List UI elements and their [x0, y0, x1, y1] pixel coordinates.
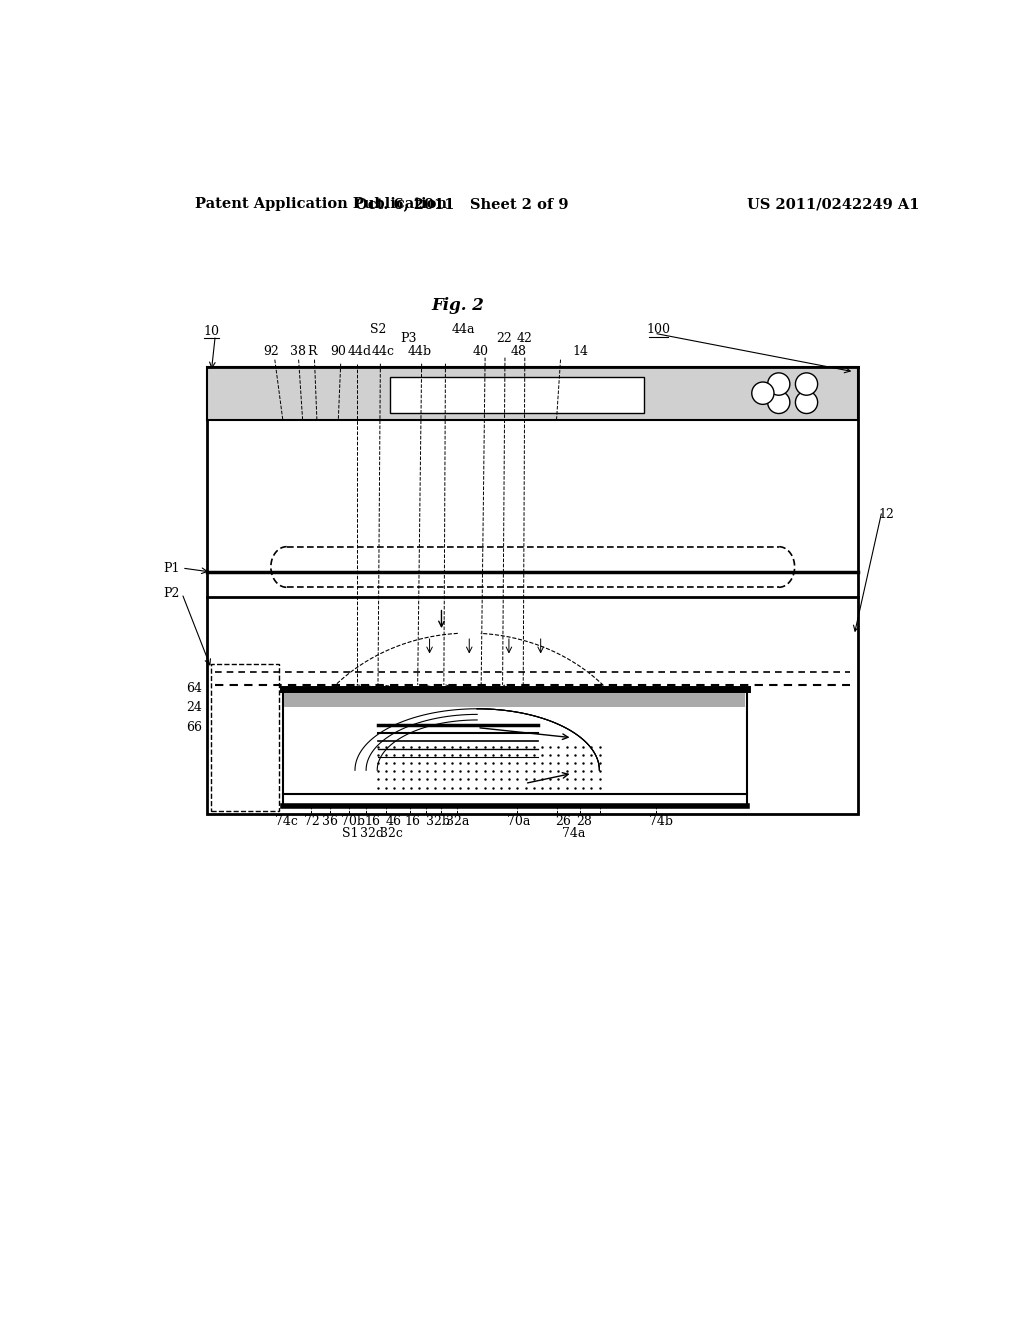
- Text: 12: 12: [878, 508, 894, 520]
- Text: 44a: 44a: [452, 322, 475, 335]
- Text: S2: S2: [370, 322, 386, 335]
- Text: 40: 40: [472, 345, 488, 358]
- Text: 16: 16: [404, 814, 420, 828]
- Text: R: R: [307, 345, 316, 358]
- Text: 32d: 32d: [360, 826, 384, 840]
- Text: 100: 100: [646, 322, 670, 335]
- Text: 38: 38: [290, 345, 306, 358]
- Text: P3: P3: [400, 331, 417, 345]
- Text: 70b: 70b: [341, 814, 365, 828]
- Ellipse shape: [768, 372, 790, 395]
- Text: 90: 90: [331, 345, 346, 358]
- Text: 72: 72: [304, 814, 319, 828]
- Bar: [207, 367, 858, 814]
- Text: 44c: 44c: [372, 345, 394, 358]
- Bar: [390, 378, 644, 413]
- Text: 28: 28: [577, 814, 592, 828]
- Text: 36: 36: [323, 814, 338, 828]
- Text: 24: 24: [186, 701, 202, 714]
- Text: 32a: 32a: [445, 814, 469, 828]
- Text: 44b: 44b: [408, 345, 431, 358]
- Text: 26: 26: [555, 814, 570, 828]
- Text: 14: 14: [572, 345, 589, 358]
- Text: 48: 48: [510, 345, 526, 358]
- Ellipse shape: [768, 391, 790, 413]
- Text: 92: 92: [263, 345, 279, 358]
- Text: 74c: 74c: [275, 814, 298, 828]
- Text: Patent Application Publication: Patent Application Publication: [196, 197, 447, 211]
- Text: 10: 10: [204, 325, 219, 338]
- Text: 66: 66: [186, 721, 202, 734]
- Bar: [207, 367, 858, 420]
- Text: P1: P1: [164, 561, 180, 574]
- Text: 32c: 32c: [380, 826, 402, 840]
- Text: 74b: 74b: [649, 814, 674, 828]
- Text: US 2011/0242249 A1: US 2011/0242249 A1: [748, 197, 920, 211]
- Text: 70a: 70a: [507, 814, 530, 828]
- Bar: [285, 692, 745, 708]
- Text: Oct. 6, 2011   Sheet 2 of 9: Oct. 6, 2011 Sheet 2 of 9: [354, 197, 568, 211]
- Ellipse shape: [796, 391, 817, 413]
- Text: 46: 46: [386, 814, 401, 828]
- Text: 64: 64: [186, 682, 202, 696]
- Text: 42: 42: [517, 331, 532, 345]
- Text: S1: S1: [342, 826, 358, 840]
- Text: 32b: 32b: [426, 814, 450, 828]
- Bar: [211, 664, 279, 810]
- Text: 74a: 74a: [562, 826, 586, 840]
- Bar: [283, 689, 748, 805]
- Text: P2: P2: [164, 587, 180, 599]
- Text: Fig. 2: Fig. 2: [431, 297, 483, 314]
- Ellipse shape: [752, 381, 774, 404]
- Text: 22: 22: [497, 331, 512, 345]
- Text: 16: 16: [365, 814, 381, 828]
- Text: 44d: 44d: [348, 345, 372, 358]
- Ellipse shape: [796, 372, 817, 395]
